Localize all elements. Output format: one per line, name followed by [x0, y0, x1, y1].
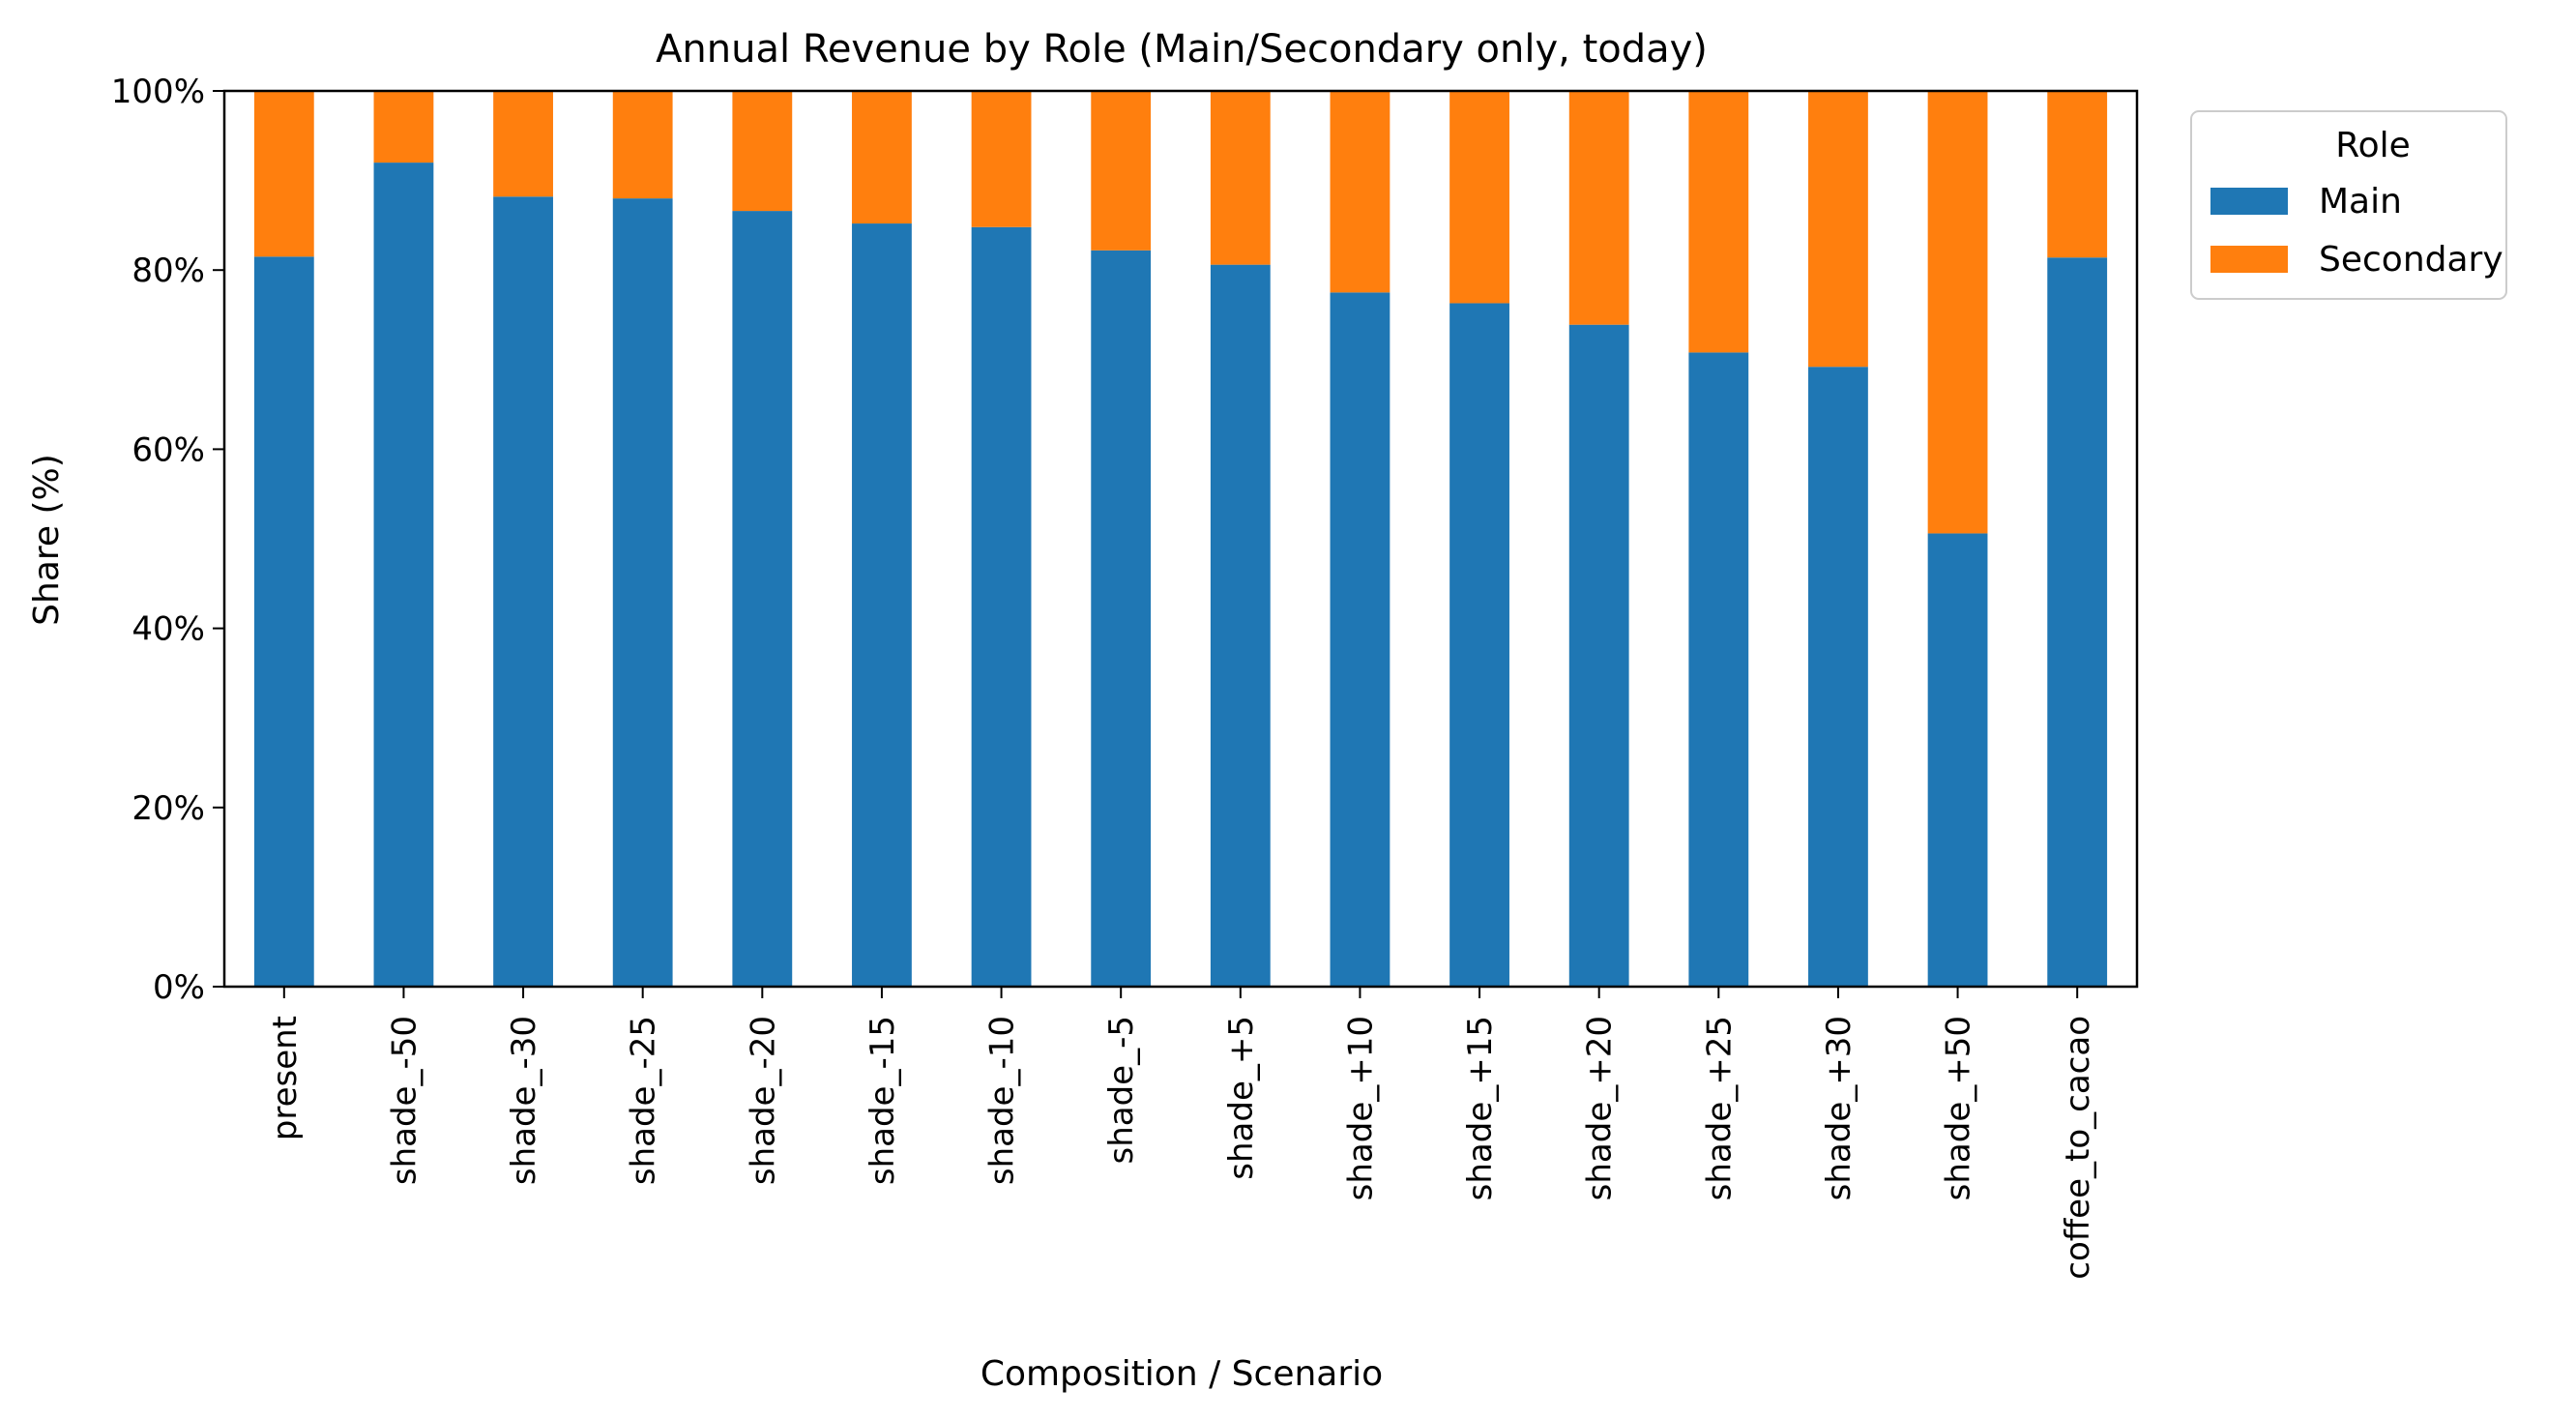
bar-secondary-shade_+10 — [1330, 91, 1390, 293]
x-tick-label: shade_+10 — [1341, 1016, 1380, 1200]
x-tick-label: shade_-5 — [1102, 1016, 1141, 1165]
x-tick-label: shade_-20 — [744, 1016, 782, 1185]
y-tick-label: 20% — [132, 789, 205, 828]
bar-main-coffee_to_cacao — [2047, 257, 2108, 988]
bars-group — [253, 91, 2108, 988]
bar-secondary-coffee_to_cacao — [2047, 91, 2108, 258]
bar-secondary-shade_-25 — [612, 91, 673, 199]
bar-secondary-shade_-10 — [971, 91, 1032, 227]
bar-main-shade_+10 — [1330, 292, 1390, 988]
y-tick-label: 60% — [132, 430, 205, 469]
bar-secondary-shade_-15 — [852, 91, 912, 224]
bar-main-shade_+25 — [1688, 352, 1749, 988]
bar-secondary-shade_+20 — [1568, 91, 1629, 325]
x-tick-label: shade_-30 — [505, 1016, 543, 1185]
x-axis-label: Composition / Scenario — [981, 1354, 1383, 1394]
bar-main-shade_-20 — [732, 211, 793, 988]
bar-main-present — [253, 256, 314, 987]
legend-swatch-main — [2210, 188, 2288, 215]
bar-main-shade_-30 — [493, 196, 553, 987]
bar-main-shade_+15 — [1449, 303, 1509, 987]
legend-swatch-secondary — [2210, 246, 2288, 273]
legend-label-main: Main — [2319, 182, 2402, 222]
x-tick-label: coffee_to_cacao — [2059, 1016, 2097, 1280]
x-tick-label: shade_-15 — [864, 1016, 902, 1185]
bar-secondary-shade_+5 — [1210, 91, 1271, 265]
bar-secondary-shade_+30 — [1808, 91, 1868, 368]
x-tick-label: shade_+15 — [1461, 1016, 1500, 1200]
legend-title: Role — [2335, 126, 2411, 165]
bar-secondary-shade_-5 — [1091, 91, 1152, 251]
bar-main-shade_-5 — [1091, 250, 1152, 987]
bar-main-shade_+5 — [1210, 264, 1271, 987]
bar-secondary-shade_-30 — [493, 91, 553, 197]
y-tick-label: 80% — [132, 251, 205, 290]
plot-area-frame — [222, 89, 2139, 989]
bar-secondary-shade_+25 — [1688, 91, 1749, 353]
bar-secondary-shade_-50 — [373, 91, 434, 163]
chart-title: Annual Revenue by Role (Main/Secondary o… — [656, 27, 1708, 72]
y-axis-label: Share (%) — [27, 454, 67, 626]
bar-main-shade_+30 — [1808, 367, 1868, 987]
x-tick-label: present — [266, 1016, 305, 1140]
bar-main-shade_-50 — [373, 163, 434, 987]
x-tick-label: shade_-10 — [983, 1016, 1022, 1185]
bar-secondary-present — [253, 91, 314, 257]
bar-main-shade_+20 — [1568, 324, 1629, 987]
y-tick-label: 40% — [132, 610, 205, 649]
x-tick-label: shade_+5 — [1222, 1016, 1261, 1180]
y-axis-ticks: 0% 20% 40% 60% 80% 100% — [111, 73, 224, 1007]
y-tick-label: 100% — [111, 73, 205, 111]
bar-main-shade_-10 — [971, 226, 1032, 987]
bar-secondary-shade_-20 — [732, 91, 793, 212]
y-tick-label: 0% — [153, 968, 205, 1007]
bar-main-shade_-25 — [612, 198, 673, 987]
bar-secondary-shade_+15 — [1449, 91, 1509, 304]
bar-secondary-shade_+50 — [1927, 91, 1988, 534]
bar-main-shade_+50 — [1927, 533, 1988, 987]
x-tick-label: shade_-25 — [625, 1016, 663, 1185]
bar-main-shade_-15 — [852, 223, 912, 988]
legend-label-secondary: Secondary — [2319, 240, 2503, 280]
x-tick-label: shade_-50 — [385, 1016, 424, 1185]
x-tick-label: shade_+20 — [1581, 1016, 1620, 1200]
x-tick-label: shade_+50 — [1940, 1016, 1978, 1200]
x-tick-label: shade_+30 — [1820, 1016, 1859, 1200]
x-tick-label: shade_+25 — [1700, 1016, 1739, 1200]
x-axis-ticks: present shade_-50 shade_-30 shade_-25 shade_… — [266, 987, 2097, 1280]
legend: Role Main Secondary — [2190, 110, 2507, 300]
